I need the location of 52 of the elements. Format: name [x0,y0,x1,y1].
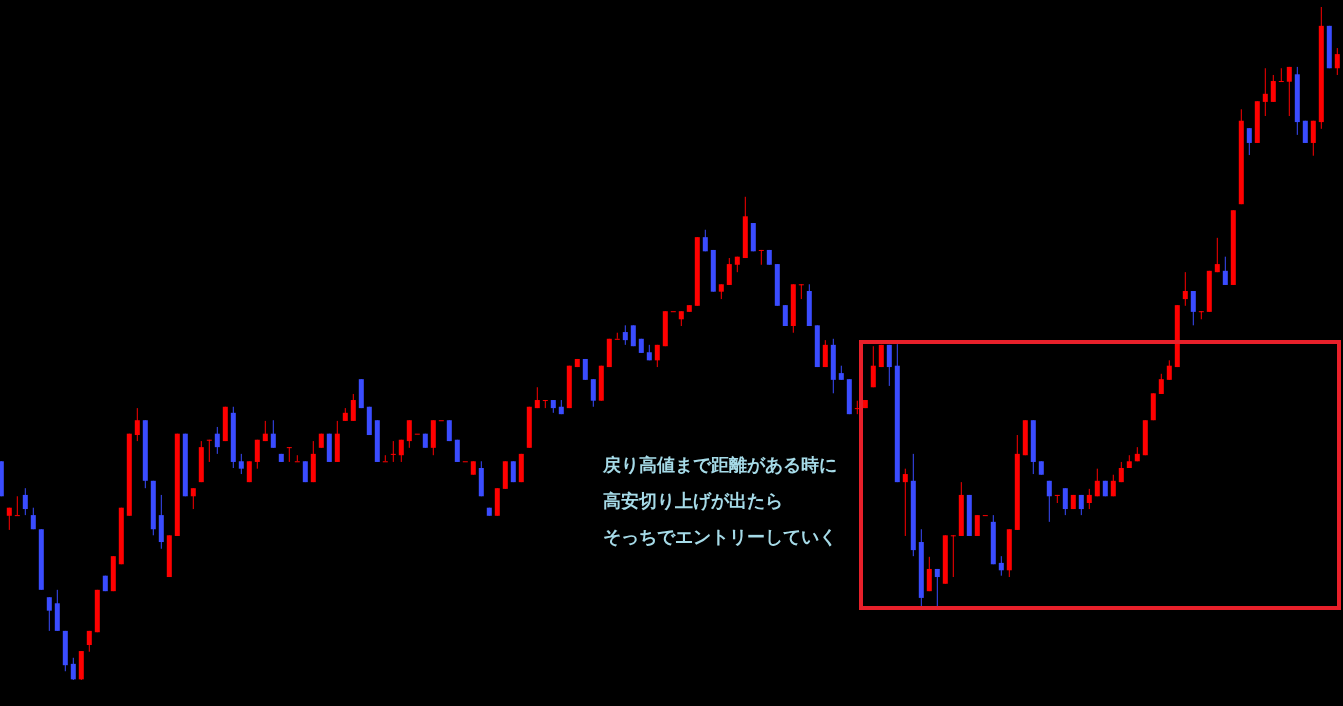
candlestick [254,439,260,470]
candlestick [1046,480,1052,523]
candlestick [622,324,628,346]
candlestick [614,332,620,340]
candlestick [1222,256,1228,286]
candlestick [1334,47,1340,76]
candlestick [70,657,76,681]
candlestick [798,283,804,300]
candlestick [1214,237,1220,273]
candlestick [902,468,908,537]
candlestick [726,257,732,286]
candlestick [350,393,356,422]
candlestick [998,555,1004,577]
candlestick [1246,127,1252,156]
candlestick [382,454,388,463]
candlestick [1190,290,1196,326]
candlestick [214,426,220,455]
candlestick [406,419,412,449]
candlestick [934,568,940,608]
candlestick [14,495,20,517]
candlestick [390,440,396,463]
candlestick [822,339,828,368]
candlestick [758,249,764,266]
candlestick [1310,120,1316,157]
candlestick [1182,271,1188,307]
candlestick [1086,488,1092,510]
candlestick [870,345,876,388]
candlestick [1158,373,1164,395]
candlestick [926,556,932,592]
candlestick [1286,66,1292,117]
candlestick [286,446,292,463]
annotation: そっちでエントリーしていく [603,526,837,547]
annotation: 戻り高値まで距離がある時に [602,454,837,475]
candlestick [294,454,300,463]
candlestick [206,439,212,463]
candlestick [1262,67,1268,117]
candlestick [134,407,140,442]
candlestick [22,487,28,516]
candlestick [190,487,196,510]
candlestick [886,344,892,387]
candlestick [1094,468,1100,497]
candlestick [46,596,52,632]
candlestick [590,378,596,408]
candlestick [270,419,276,449]
candlestick [974,514,980,537]
candlestick [1278,67,1284,83]
annotation: 高安切り上げが出たら [603,490,783,511]
candlestick [1062,487,1068,516]
candlestick [950,534,956,578]
candlestick [238,453,244,475]
candlestick [1166,359,1172,381]
candlestick [1270,74,1276,103]
